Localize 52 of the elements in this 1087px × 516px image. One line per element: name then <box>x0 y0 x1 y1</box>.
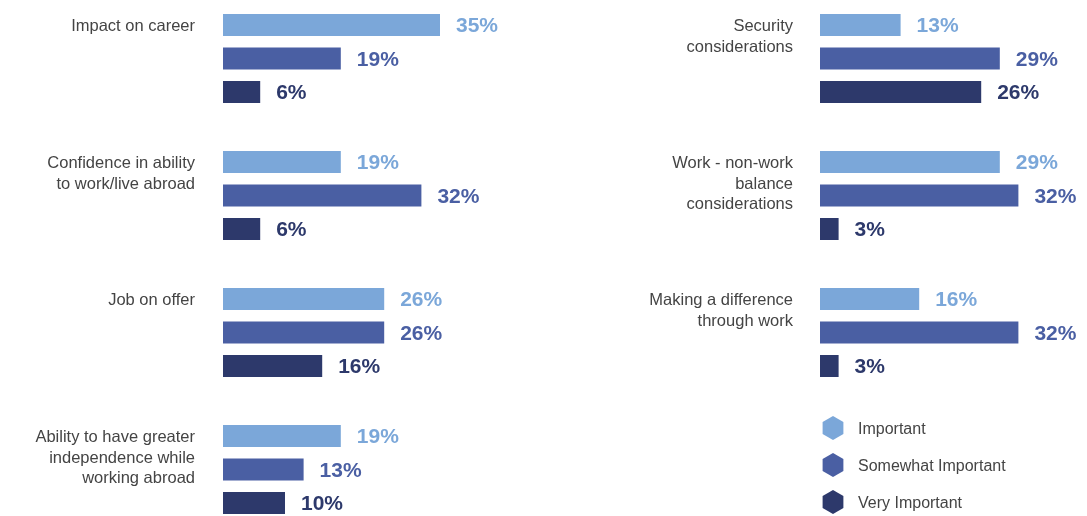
data-label: 6% <box>276 217 307 240</box>
data-label: 26% <box>400 287 443 310</box>
data-label: 19% <box>356 46 400 70</box>
bar <box>820 14 901 36</box>
bar <box>223 321 385 344</box>
y-tick-label: Making a difference through work <box>649 290 794 329</box>
legend-label: Very Important <box>858 494 963 511</box>
bar <box>223 81 261 103</box>
bar <box>223 218 261 240</box>
data-label: 13% <box>916 13 959 36</box>
y-tick-label: Security considerations <box>686 16 794 55</box>
y-tick-label: Impact on career <box>71 16 196 34</box>
data-label: 3% <box>854 354 886 377</box>
bar <box>820 355 839 377</box>
bar <box>223 288 385 310</box>
data-label: 19% <box>356 424 400 447</box>
bar <box>223 458 304 481</box>
data-label: 6% <box>276 80 307 103</box>
data-label: 26% <box>997 80 1040 103</box>
y-tick-label: Job on offer <box>108 290 196 308</box>
data-label: 16% <box>338 354 381 377</box>
bar <box>820 321 1019 344</box>
data-label: 10% <box>301 491 344 514</box>
data-label: 32% <box>437 183 480 207</box>
data-label: 32% <box>1034 320 1077 344</box>
data-label: 16% <box>935 287 978 310</box>
data-label: 29% <box>1015 150 1059 173</box>
legend-label: Somewhat Important <box>858 457 1007 474</box>
data-label: 26% <box>400 320 443 344</box>
bar <box>820 81 982 103</box>
data-label: 13% <box>319 457 362 481</box>
data-label: 35% <box>456 13 499 36</box>
y-tick-label: Confidence in ability to work/live abroad <box>47 153 196 192</box>
bar <box>223 151 341 173</box>
bar <box>820 218 839 240</box>
y-tick-label: Work - non-work balance considerations <box>672 153 794 213</box>
bar <box>223 492 285 514</box>
bar <box>223 47 341 70</box>
bar <box>820 151 1000 173</box>
data-label: 3% <box>854 217 886 240</box>
data-label: 32% <box>1034 183 1077 207</box>
legend-label: Important <box>858 420 927 437</box>
data-label: 29% <box>1015 46 1059 70</box>
bar <box>223 355 323 377</box>
bar <box>223 425 341 447</box>
bar <box>820 47 1000 70</box>
bar <box>820 288 920 310</box>
data-label: 19% <box>356 150 400 173</box>
bar <box>223 14 440 36</box>
bar <box>223 184 422 207</box>
bar <box>820 184 1019 207</box>
y-tick-label: Ability to have greater independence while working abroad <box>35 427 196 487</box>
